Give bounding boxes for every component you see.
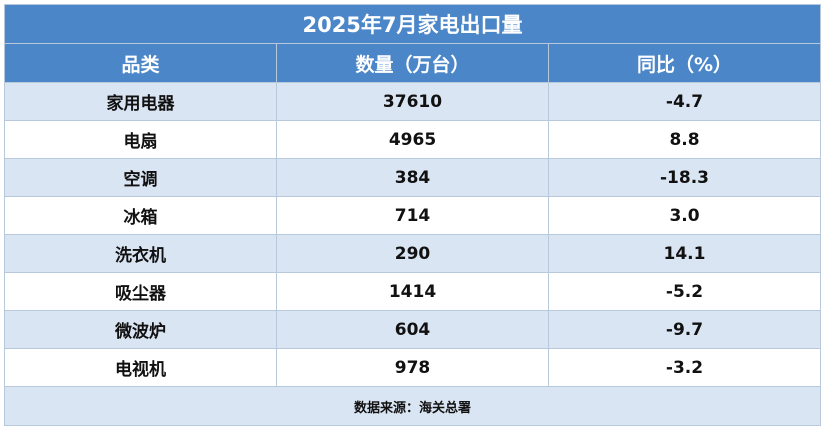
table-row: 家用电器 37610 -4.7 bbox=[4, 82, 821, 121]
export-table-container: 2025年7月家电出口量 品类 数量（万台） 同比（%） 家用电器 37610 … bbox=[4, 4, 821, 426]
header-quantity: 数量（万台） bbox=[276, 43, 549, 83]
export-table: 2025年7月家电出口量 品类 数量（万台） 同比（%） 家用电器 37610 … bbox=[4, 4, 821, 426]
cell-yoy: -9.7 bbox=[548, 310, 821, 349]
cell-yoy: -3.2 bbox=[548, 348, 821, 387]
cell-quantity: 290 bbox=[276, 234, 549, 273]
table-row: 空调 384 -18.3 bbox=[4, 158, 821, 197]
cell-category: 吸尘器 bbox=[4, 272, 277, 311]
header-category: 品类 bbox=[4, 43, 277, 83]
title-row: 2025年7月家电出口量 bbox=[4, 4, 821, 44]
cell-yoy: 14.1 bbox=[548, 234, 821, 273]
cell-yoy: -18.3 bbox=[548, 158, 821, 197]
table-row: 电视机 978 -3.2 bbox=[4, 348, 821, 387]
cell-category: 电扇 bbox=[4, 120, 277, 159]
cell-category: 洗衣机 bbox=[4, 234, 277, 273]
cell-quantity: 37610 bbox=[276, 82, 549, 121]
cell-yoy: 8.8 bbox=[548, 120, 821, 159]
cell-category: 冰箱 bbox=[4, 196, 277, 235]
header-row: 品类 数量（万台） 同比（%） bbox=[4, 43, 821, 83]
table-row: 吸尘器 1414 -5.2 bbox=[4, 272, 821, 311]
cell-category: 微波炉 bbox=[4, 310, 277, 349]
cell-quantity: 604 bbox=[276, 310, 549, 349]
cell-category: 家用电器 bbox=[4, 82, 277, 121]
source-note: 数据来源：海关总署 bbox=[4, 386, 821, 426]
table-row: 冰箱 714 3.0 bbox=[4, 196, 821, 235]
cell-yoy: -5.2 bbox=[548, 272, 821, 311]
cell-quantity: 1414 bbox=[276, 272, 549, 311]
cell-yoy: -4.7 bbox=[548, 82, 821, 121]
cell-quantity: 4965 bbox=[276, 120, 549, 159]
cell-category: 空调 bbox=[4, 158, 277, 197]
table-row: 微波炉 604 -9.7 bbox=[4, 310, 821, 349]
cell-quantity: 384 bbox=[276, 158, 549, 197]
cell-category: 电视机 bbox=[4, 348, 277, 387]
source-row: 数据来源：海关总署 bbox=[4, 386, 821, 426]
table-title: 2025年7月家电出口量 bbox=[4, 4, 821, 44]
cell-yoy: 3.0 bbox=[548, 196, 821, 235]
header-yoy: 同比（%） bbox=[548, 43, 821, 83]
cell-quantity: 978 bbox=[276, 348, 549, 387]
table-row: 洗衣机 290 14.1 bbox=[4, 234, 821, 273]
table-row: 电扇 4965 8.8 bbox=[4, 120, 821, 159]
cell-quantity: 714 bbox=[276, 196, 549, 235]
